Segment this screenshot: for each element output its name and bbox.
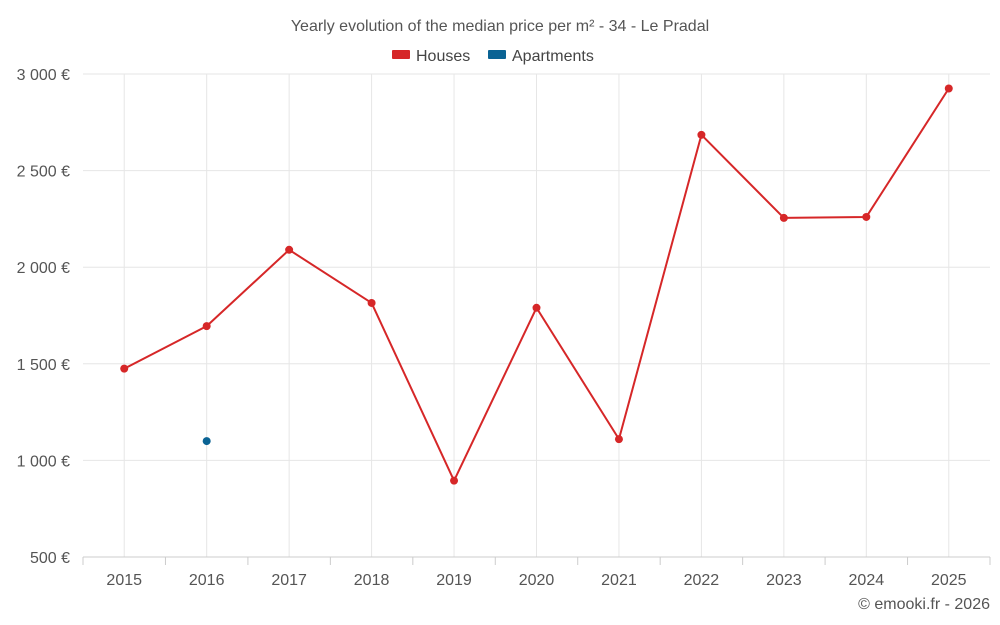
credit-text: © emooki.fr - 2026 xyxy=(858,596,990,613)
data-point-houses[interactable] xyxy=(120,364,129,373)
x-tick-label: 2018 xyxy=(354,572,390,589)
x-axis: 2015 2016 2017 2018 2019 2020 2021 2022 2023 2024… xyxy=(82,556,991,589)
legend-swatch-houses xyxy=(392,50,410,59)
x-tick-label: 2015 xyxy=(106,572,142,589)
x-tick-label: 2022 xyxy=(684,572,720,589)
x-tick-label: 2019 xyxy=(436,572,472,589)
y-tick-label: 2 500 € xyxy=(17,164,70,181)
y-tick-label: 1 000 € xyxy=(17,453,70,470)
data-point-houses[interactable] xyxy=(202,322,211,331)
x-tick-label: 2020 xyxy=(519,572,555,589)
data-point-houses[interactable] xyxy=(614,435,623,444)
legend-swatch-apartments xyxy=(488,50,506,59)
data-point-apartments[interactable] xyxy=(202,437,211,446)
x-tick-label: 2025 xyxy=(931,572,967,589)
y-tick-label: 1 500 € xyxy=(17,357,70,374)
x-tick-label: 2021 xyxy=(601,572,637,589)
data-point-houses[interactable] xyxy=(367,298,376,307)
legend: Houses Apartments xyxy=(392,48,594,65)
y-tick-label: 500 € xyxy=(30,550,70,567)
data-point-houses[interactable] xyxy=(862,212,871,221)
legend-item-houses[interactable]: Houses xyxy=(392,48,470,65)
series xyxy=(120,84,953,485)
y-tick-label: 2 000 € xyxy=(17,260,70,277)
data-point-houses[interactable] xyxy=(532,303,541,312)
data-point-houses[interactable] xyxy=(779,213,788,222)
data-point-houses[interactable] xyxy=(450,476,459,485)
x-tick-label: 2016 xyxy=(189,572,225,589)
x-tick-label: 2023 xyxy=(766,572,802,589)
y-axis: 500 € 1 000 € 1 500 € 2 000 € 2 500 € 3 000 € xyxy=(17,67,70,567)
data-point-houses[interactable] xyxy=(285,245,294,254)
legend-label-houses: Houses xyxy=(416,48,470,65)
data-point-houses[interactable] xyxy=(944,84,953,93)
legend-label-apartments: Apartments xyxy=(512,48,594,65)
chart-title: Yearly evolution of the median price per… xyxy=(291,18,709,35)
grid xyxy=(83,73,990,557)
y-tick-label: 3 000 € xyxy=(17,67,70,84)
data-point-houses[interactable] xyxy=(697,130,706,139)
legend-item-apartments[interactable]: Apartments xyxy=(488,48,594,65)
x-tick-label: 2024 xyxy=(849,572,885,589)
x-tick-label: 2017 xyxy=(271,572,307,589)
